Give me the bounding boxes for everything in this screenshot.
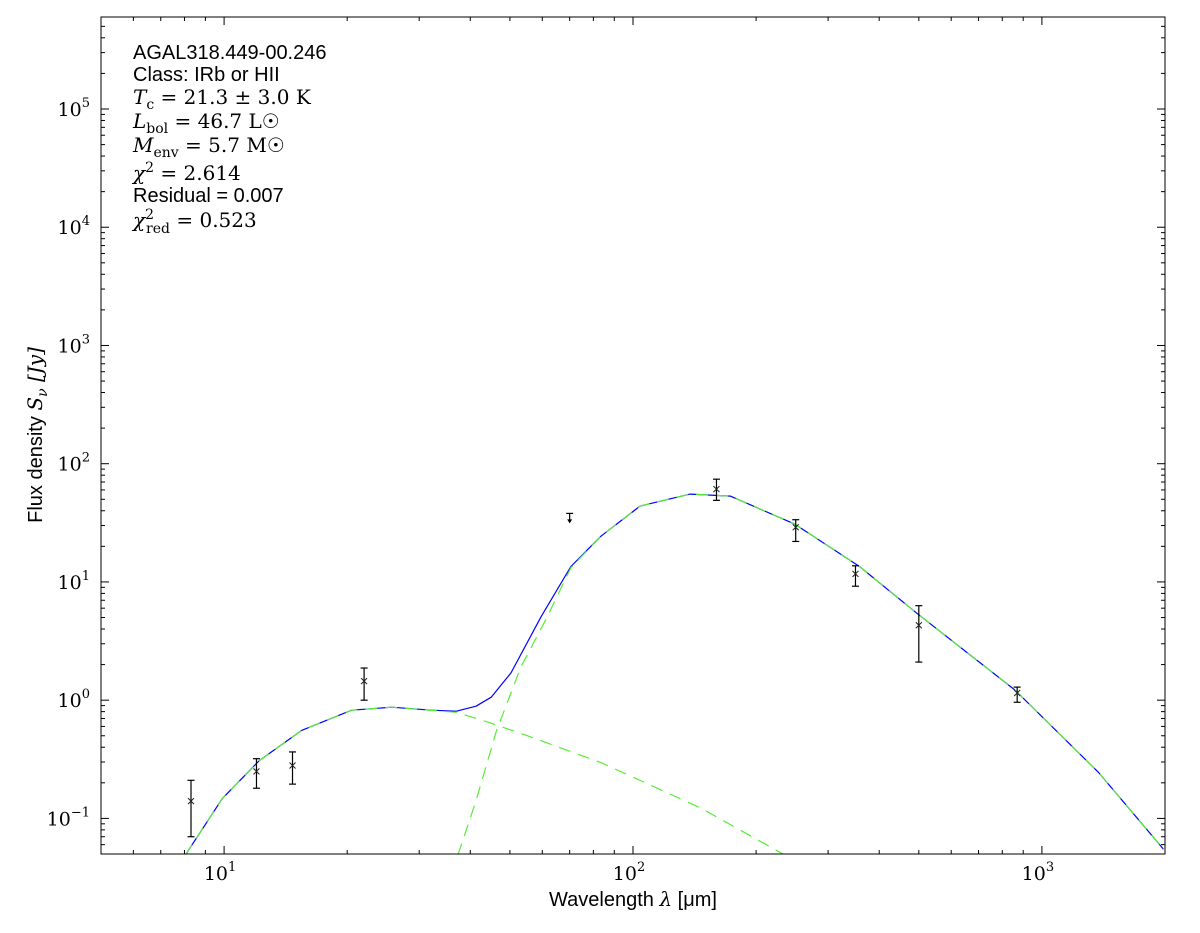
annotation-sub: bol xyxy=(146,121,168,137)
x-marker xyxy=(713,485,720,493)
annotation-sup: 2 xyxy=(145,160,154,176)
y-tick-base: 10 xyxy=(58,99,82,121)
component-model-line-2 xyxy=(457,493,1164,854)
data-point xyxy=(252,758,260,789)
x-tick-exp: 1 xyxy=(228,860,236,875)
upper-limit-point xyxy=(566,512,574,524)
component-model-line-1 xyxy=(185,706,785,854)
y-tick-label: 102 xyxy=(58,451,90,476)
x-tick-base: 10 xyxy=(204,863,228,885)
y-tick-label: 100 xyxy=(58,687,90,712)
x-tick-base: 10 xyxy=(1022,863,1046,885)
annotation-value: = 21.3 ± 3.0 K xyxy=(154,85,312,109)
y-tick-base: 10 xyxy=(58,335,82,357)
y-tick-exp: 5 xyxy=(82,96,90,111)
y-tick-base: 10 xyxy=(58,217,82,239)
x-axis-label-text: Wavelength xyxy=(549,889,659,911)
x-axis-label-unit: [μm] xyxy=(672,889,717,911)
plot-area xyxy=(101,17,1165,854)
x-marker xyxy=(187,797,195,805)
y-tick-label: 104 xyxy=(58,214,90,239)
x-tick-exp: 2 xyxy=(637,860,645,875)
data-point xyxy=(289,751,297,785)
x-tick-exp: 3 xyxy=(1046,860,1054,875)
annotation-line: Tc = 21.3 ± 3.0 K xyxy=(133,85,312,113)
y-tick-base: 10 xyxy=(58,572,82,594)
x-marker xyxy=(792,523,800,531)
x-tick-label: 103 xyxy=(1022,860,1054,885)
annotation-line: Residual = 0.007 xyxy=(133,185,284,207)
y-axis-label-sub: ν xyxy=(35,388,51,397)
y-tick-label: 101 xyxy=(58,569,90,594)
y-tick-exp: 1 xyxy=(82,569,90,584)
annotation-symbol: χ xyxy=(131,161,147,185)
data-point xyxy=(712,478,720,501)
annotation-symbol: χ xyxy=(131,208,147,232)
annotation-value: = 2.614 xyxy=(154,161,241,185)
annotation-sub: red xyxy=(146,221,170,237)
annotation-value: = 5.7 M☉ xyxy=(179,133,285,157)
x-marker xyxy=(289,762,296,769)
annotation-symbol: L xyxy=(132,109,146,133)
y-axis-label-symbol: S xyxy=(23,397,47,411)
annotation-sub: env xyxy=(153,145,178,161)
plot-frame xyxy=(100,16,1166,855)
data-points xyxy=(187,478,1021,838)
y-tick-label: 10−1 xyxy=(47,805,90,830)
data-point xyxy=(360,667,368,701)
y-axis-label-unit: [Jy] xyxy=(23,347,47,388)
data-point xyxy=(851,565,859,587)
annotation-line: Menv = 5.7 M☉ xyxy=(132,133,285,161)
x-marker xyxy=(1013,689,1021,697)
y-axis-label-text: Flux density xyxy=(25,411,47,523)
annotation-line: χ2 = 2.614 xyxy=(131,160,241,185)
x-tick-label: 101 xyxy=(204,860,236,885)
y-tick-exp: 3 xyxy=(82,332,90,347)
annotation-sup: 2 xyxy=(145,207,154,223)
y-tick-base: 10 xyxy=(47,808,71,830)
data-point xyxy=(915,605,923,663)
annotation-symbol: T xyxy=(133,85,148,109)
y-tick-exp: 4 xyxy=(82,214,90,229)
data-point xyxy=(187,779,195,838)
data-point xyxy=(1013,686,1021,703)
annotation-line: Class: IRb or HII xyxy=(133,64,280,86)
x-tick-label: 102 xyxy=(613,860,645,885)
annotation-line: AGAL318.449-00.246 xyxy=(133,42,327,64)
x-marker xyxy=(915,621,923,629)
annotation-symbol: M xyxy=(132,133,154,157)
y-tick-base: 10 xyxy=(58,454,82,476)
y-tick-label: 105 xyxy=(58,96,90,121)
y-tick-exp: 0 xyxy=(82,687,90,702)
data-point xyxy=(792,519,800,543)
x-axis-label-symbol: λ xyxy=(658,887,672,911)
upper-limit-arrow xyxy=(567,519,573,524)
annotation-sub: c xyxy=(146,97,154,113)
annotation-value: = 0.523 xyxy=(170,208,257,232)
x-marker xyxy=(852,570,859,578)
y-tick-base: 10 xyxy=(58,690,82,712)
y-tick-exp: −1 xyxy=(71,805,90,820)
x-marker xyxy=(253,768,260,775)
model-curves xyxy=(185,493,1164,854)
annotation-line: χ2 red = 0.523 xyxy=(131,207,257,237)
annotation-value: = 46.7 L☉ xyxy=(168,109,280,133)
x-tick-base: 10 xyxy=(613,863,637,885)
x-marker xyxy=(360,677,368,685)
y-tick-exp: 2 xyxy=(82,451,90,466)
y-tick-label: 103 xyxy=(58,332,90,357)
y-axis-label: Flux density Sν [Jy] xyxy=(23,347,51,523)
annotation-line: Lbol = 46.7 L☉ xyxy=(132,109,280,137)
x-axis-label: Wavelength λ [μm] xyxy=(549,887,717,911)
